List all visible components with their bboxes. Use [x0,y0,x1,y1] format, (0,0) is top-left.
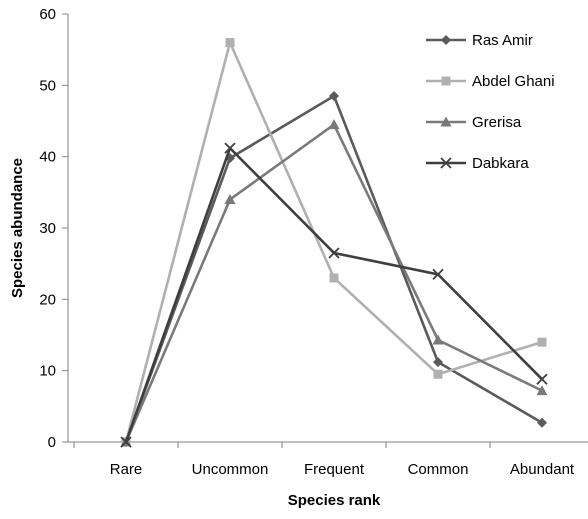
y-tick-label: 60 [39,6,56,23]
x-tick-label: Rare [110,461,143,478]
series-layer [120,38,548,448]
data-point [329,273,339,283]
axes: 0 10 20 30 40 50 60 Rare Uncommon Frequent Common A… [39,6,588,478]
y-tick-label: 40 [39,149,56,166]
legend-item: Grerisa [426,114,522,131]
data-point [432,268,444,281]
legend-label: Abdel Ghani [472,73,555,90]
data-point [328,119,340,130]
data-point [432,334,444,345]
x-tick-label: Common [408,461,469,478]
data-point [225,38,235,48]
y-tick-label: 50 [39,77,56,94]
x-axis-title: Species rank [288,492,381,509]
legend-label: Ras Amir [472,32,533,49]
legend-marker [441,76,451,86]
y-tick-label: 0 [48,434,56,451]
data-point [536,373,548,385]
data-point [537,417,547,428]
data-point [329,91,339,102]
legend-marker [440,157,452,169]
y-tick-label: 30 [39,220,56,237]
data-point [536,385,548,396]
y-axis-title: Species abundance [9,158,26,298]
legend-item: Ras Amir [426,32,533,49]
data-point [224,193,236,204]
legend-label: Dabkara [472,155,529,172]
series-ras-amir [121,91,547,447]
series-dabkara [120,142,548,448]
series-line [124,41,543,443]
data-point [328,247,340,259]
x-tick-label: Uncommon [192,461,269,478]
data-point [433,369,443,379]
x-tick-label: Abundant [510,461,575,478]
data-point [537,337,547,347]
y-tick-label: 10 [39,363,56,380]
data-point [120,436,132,448]
legend-marker [441,35,451,45]
legend-label: Grerisa [472,114,522,131]
series-line [124,123,543,443]
legend-item: Dabkara [426,155,529,172]
y-tick-label: 20 [39,291,56,308]
legend-marker [440,116,452,127]
x-tick-label: Frequent [304,461,365,478]
legend: Ras Amir Abdel Ghani Grerisa Dabkara [426,32,555,172]
data-point [433,357,443,368]
data-point [224,142,236,154]
legend-item: Abdel Ghani [426,73,555,90]
